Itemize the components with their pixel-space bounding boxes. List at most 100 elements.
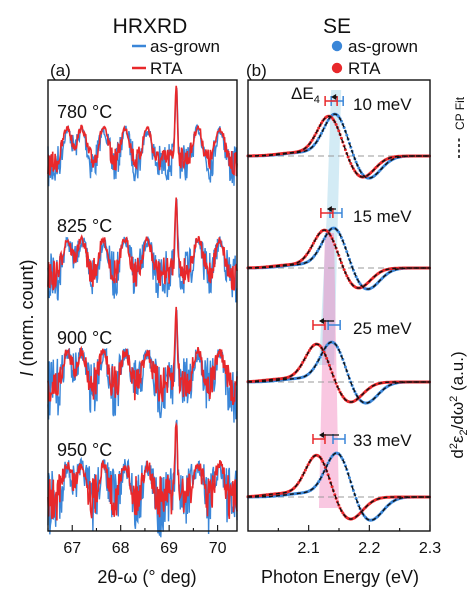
delta-e-symbol: ΔE: [291, 84, 314, 103]
se-as-grown-point: [345, 250, 349, 254]
se-fit-as-grown: [248, 452, 430, 521]
se-rta-point: [334, 123, 338, 126]
xrd-x-tick-label: 68: [112, 540, 130, 557]
se-series-4: [246, 451, 431, 522]
tick-layer: 67 68 69 70 2.1 2.2 2.3: [47, 525, 441, 557]
panel-a-label: (a): [50, 61, 71, 80]
temp-label-825: 825 °C: [57, 216, 112, 236]
panel-b-title: SE: [323, 15, 351, 38]
shift-annotations: [312, 94, 346, 444]
se-rta-point: [322, 350, 326, 354]
se-fit-as-grown: [248, 227, 430, 290]
shift-arrowhead: [326, 206, 332, 212]
se-rta-point: [310, 138, 314, 142]
panel-b-ylabel-sup2: 2: [448, 443, 460, 449]
se-as-grown-point: [351, 153, 355, 157]
se-as-grown-point: [345, 133, 349, 137]
panel-a-ylabel-text: (norm. count): [17, 259, 37, 371]
panel-a-ylabel-symbol: I: [17, 372, 37, 377]
se-curves: [246, 112, 431, 522]
xrd-series-2: [47, 197, 238, 303]
xrd-x-tick-label: 67: [63, 540, 81, 557]
shift-arrowhead: [318, 318, 324, 324]
legend-b-rta-marker: [331, 62, 343, 74]
shift-label-1: 10 meV: [353, 95, 412, 114]
temp-label-950: 950 °C: [57, 440, 112, 460]
xrd-rta-line: [47, 197, 238, 291]
se-as-grown-point: [317, 480, 321, 484]
legend-b-as-grown-label: as-grown: [348, 37, 418, 56]
xrd-series-1: [47, 85, 238, 187]
se-as-grown-point: [319, 131, 323, 135]
panel-b-xlabel: Photon Energy (eV): [261, 567, 419, 587]
temp-label-780: 780 °C: [57, 102, 112, 122]
panel-b-ylabel-slash: /dω: [448, 402, 467, 429]
shift-marker-4: [312, 432, 346, 444]
legend-b-fit: CP Fit: [453, 96, 467, 158]
xrd-series-4: [47, 419, 238, 538]
panel-a-xlabel: 2θ-ω (° deg): [97, 567, 196, 587]
se-rta-point: [325, 356, 329, 360]
xrd-x-tick-label: 69: [160, 540, 178, 557]
se-series-2: [246, 226, 431, 291]
panel-a-ylabel: I (norm. count): [17, 259, 37, 376]
se-as-grown-point: [318, 355, 322, 359]
legend-b: as-grown RTA: [331, 37, 418, 78]
panel-b-ylabel-eps: ε: [448, 435, 467, 443]
shift-label-3: 25 meV: [353, 319, 412, 338]
xrd-x-tick-label: 70: [209, 540, 227, 557]
shift-marker-2: [320, 206, 343, 218]
shift-label-2: 15 meV: [353, 207, 412, 226]
se-x-tick-label: 2.2: [358, 540, 380, 557]
shift-arrowhead: [331, 94, 337, 100]
panel-b-ylabel-sub2: 2: [458, 429, 470, 435]
se-rta-point: [339, 261, 343, 265]
se-rta-point: [301, 360, 305, 364]
se-rta-point: [342, 268, 346, 272]
se-as-grown-point: [319, 242, 323, 246]
se-rta-point: [346, 155, 350, 159]
xrd-curves: [47, 85, 238, 538]
xrd-as-grown-line: [47, 199, 238, 303]
se-as-grown-point: [326, 461, 330, 465]
se-rta-point: [330, 485, 334, 489]
shade-layer: [318, 90, 342, 508]
xrd-rta-line: [47, 85, 238, 177]
shift-marker-1: [324, 94, 344, 106]
se-as-grown-point: [337, 230, 341, 234]
panel-b-ylabel-supw: 2: [448, 396, 460, 402]
xrd-as-grown-line: [47, 87, 238, 187]
panel-b-label: (b): [246, 61, 267, 80]
se-as-grown-point: [343, 365, 347, 369]
delta-e-label: ΔE4: [291, 84, 320, 106]
se-rta-point: [303, 468, 307, 472]
shift-label-4: 33 meV: [353, 431, 412, 450]
xrd-rta-line: [47, 421, 238, 521]
legend-a: as-grown RTA: [132, 37, 220, 78]
legend-b-fit-label: CP Fit: [453, 96, 467, 130]
se-x-tick-label: 2.1: [298, 540, 320, 557]
se-x-tick-label: 2.3: [419, 540, 441, 557]
xrd-rta-line: [47, 306, 238, 406]
shift-band-upper: [318, 90, 342, 365]
se-fit-rta: [248, 343, 430, 403]
se-rta-point: [345, 274, 349, 278]
se-as-grown-point: [357, 166, 361, 170]
legend-a-as-grown-label: as-grown: [150, 37, 220, 56]
se-rta-point: [337, 129, 341, 133]
se-fit-rta: [247, 454, 430, 520]
se-rta-point: [317, 126, 321, 130]
se-series-3: [246, 340, 431, 405]
panel-a-title: HRXRD: [113, 15, 188, 38]
se-rta-point: [349, 162, 353, 165]
legend-b-rta-label: RTA: [348, 59, 381, 78]
temp-label-900: 900 °C: [57, 328, 112, 348]
se-fit-rta: [247, 229, 430, 289]
xrd-series-3: [47, 306, 238, 423]
panel-a-frame: [47, 79, 238, 532]
legend-b-as-grown-marker: [331, 40, 343, 52]
se-series-1: [246, 112, 431, 180]
se-as-grown-point: [347, 476, 351, 480]
delta-e-subscript: 4: [314, 94, 320, 106]
